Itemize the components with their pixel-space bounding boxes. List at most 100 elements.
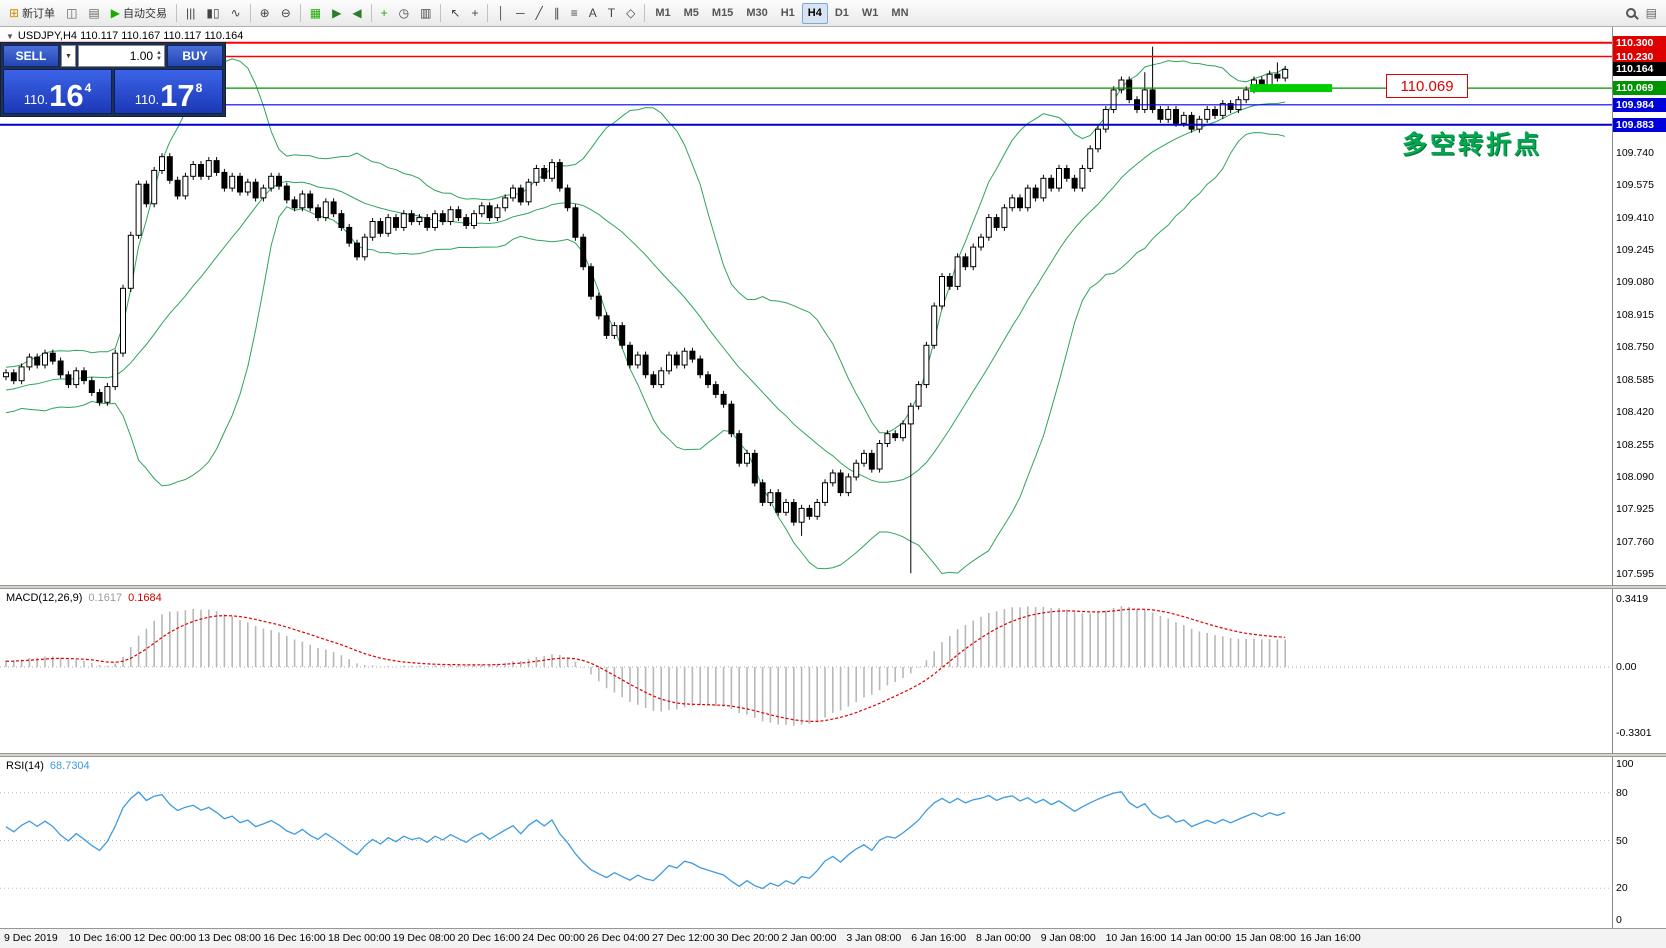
spinner-down-icon[interactable]: ▼ [156,56,162,62]
lot-dropdown-button[interactable]: ▼ [61,45,76,67]
auto-scroll-icon[interactable]: ▶ [327,3,346,24]
shapes-icon[interactable]: ◇ [621,3,640,24]
time-axis-label: 3 Jan 08:00 [846,932,902,944]
spinner-up-icon[interactable]: ▲ [156,50,162,56]
sell-button[interactable]: SELL [3,45,59,67]
autotrading-button[interactable]: ▶ 自动交易 [106,3,172,24]
time-axis-label: 26 Dec 04:00 [587,932,650,944]
price-axis-label: 108.915 [1616,308,1654,321]
channel-icon: ∥ [553,6,560,20]
panel-splitter[interactable] [0,585,1666,589]
profiles-icon[interactable]: ▤ [83,3,104,24]
macd-panel: 0.3419 0.00 -0.3301 MACD(12,26,9) 0.1617 0.1… [0,589,1666,753]
fibonacci-icon: ≡ [570,6,578,20]
rsi-axis-label: 100 [1616,758,1634,770]
price-axis-label: 109.575 [1616,179,1654,192]
indicators-icon[interactable]: + [376,3,393,24]
periods-icon[interactable]: ◷ [394,3,414,24]
time-axis-label: 16 Jan 16:00 [1300,932,1361,944]
timeframe-m15-button[interactable]: M15 [706,3,739,24]
chart-windows-icon[interactable]: ◫ [61,3,82,24]
price-callout-label[interactable]: 110.069 [1386,74,1468,98]
vertical-line-icon: │ [497,6,505,20]
buy-price-button[interactable]: 110. 17 8 [114,69,223,114]
channel-icon[interactable]: ∥ [549,3,565,24]
new-order-button[interactable]: ⊞ 新订单 [4,3,60,24]
main-chart-canvas[interactable] [0,27,1612,585]
zoom-in-icon[interactable]: ⊕ [255,3,275,24]
chart-shift-icon[interactable]: ◀ [347,3,366,24]
price-axis-label: 108.090 [1616,470,1654,483]
macd-canvas[interactable] [0,589,1612,753]
fibonacci-icon[interactable]: ≡ [566,3,583,24]
tile-windows-icon: ▦ [309,6,322,20]
toolbar-right-group: ▤ [1621,3,1662,24]
lot-spinner[interactable]: ▲ ▼ [156,50,162,62]
line-chart-icon[interactable]: ∿ [226,3,246,24]
shapes-icon: ◇ [626,6,636,20]
data-window-icon[interactable]: ▤ [1641,3,1662,24]
panel-splitter[interactable] [0,753,1666,757]
zoom-out-icon: ⊖ [280,6,291,20]
price-axis-label: 108.420 [1616,406,1654,419]
timeframe-h4-button[interactable]: H4 [801,2,828,24]
text-icon[interactable]: A [584,3,602,24]
turning-point-annotation[interactable]: 多空转折点 [1402,131,1543,159]
macd-label: MACD(12,26,9) [6,592,83,604]
time-axis-label: 8 Jan 00:00 [976,932,1031,944]
sell-price-button[interactable]: 110. 16 4 [3,69,112,114]
timeframe-h1-button[interactable]: H1 [775,3,801,24]
price-axis-label: 109.245 [1616,244,1654,256]
rsi-label: RSI(14) [6,760,44,772]
search-icon[interactable] [1621,3,1641,24]
buy-button[interactable]: BUY [167,45,223,67]
candlestick-chart-icon[interactable]: ▮▯ [201,3,224,24]
time-axis[interactable]: 9 Dec 2019 10 Dec 16:00 12 Dec 00:00 13 Dec… [0,928,1666,948]
rsi-header: RSI(14) 68.7304 [6,760,90,772]
timeframe-w1-button[interactable]: W1 [856,3,885,24]
timeframe-d1-button[interactable]: D1 [829,3,855,24]
main-price-axis[interactable]: 109.740 109.575 109.410 109.245 109.080 108.9… [1612,27,1666,585]
trendline-icon: ╱ [535,6,543,20]
timeframe-m1-button[interactable]: M1 [649,3,676,24]
buy-price-prefix: 110. [134,92,160,107]
rsi-axis[interactable]: 100 80 50 20 0 [1612,757,1666,928]
bar-chart-icon[interactable]: ||| [181,3,200,24]
rsi-panel: 100 80 50 20 0 RSI(14) 68.7304 [0,757,1666,928]
text-icon: A [588,6,597,20]
price-level-label: 110.300 [1613,35,1666,50]
timeframe-mn-button[interactable]: MN [885,3,914,24]
one-click-collapse-arrow[interactable]: ▼ [6,32,14,41]
price-axis-label: 108.255 [1616,438,1654,451]
lot-size-value: 1.00 [129,49,154,63]
price-axis-label: 108.585 [1616,373,1654,386]
ohlc-text: USDJPY,H4 110.117 110.167 110.117 110.16… [17,30,244,42]
macd-axis-label: 0.00 [1616,661,1637,673]
lot-size-field[interactable]: 1.00 ▲ ▼ [78,45,165,67]
cursor-icon[interactable]: ↖ [445,3,465,24]
templates-icon: ▥ [420,6,432,20]
time-axis-label: 24 Dec 00:00 [522,932,585,944]
time-axis-label: 14 Jan 00:00 [1170,932,1232,944]
new-order-icon: ⊞ [9,6,20,20]
rsi-canvas[interactable] [0,757,1612,928]
horizontal-line-icon[interactable]: ─ [511,3,530,24]
vertical-line-icon[interactable]: │ [492,3,510,24]
toolbar: ⊞ 新订单 ◫ ▤ ▶ 自动交易 ||| ▮▯ ∿ ⊕ ⊖ ▦ ▶ ◀ + ◷ ▥ ↖ + │ ─ ╱ ∥ ≡ A T ◇ M1 M5 M… [0,0,1666,27]
crosshair-icon[interactable]: + [466,3,483,24]
time-axis-label: 16 Dec 16:00 [263,932,326,944]
timeframe-m5-button[interactable]: M5 [678,3,705,24]
cursor-icon: ↖ [450,6,461,20]
trendline-icon[interactable]: ╱ [531,3,548,24]
templates-icon[interactable]: ▥ [415,3,436,24]
timeframe-m30-button[interactable]: M30 [740,3,773,24]
time-axis-label: 19 Dec 08:00 [392,932,456,944]
profiles-icon: ▤ [88,6,100,20]
zoom-out-icon[interactable]: ⊖ [276,3,296,24]
label-icon[interactable]: T [603,3,620,24]
tile-windows-icon[interactable]: ▦ [305,3,326,24]
bar-chart-icon: ||| [185,6,196,20]
price-axis-label: 107.595 [1616,568,1654,581]
macd-axis[interactable]: 0.3419 0.00 -0.3301 [1612,589,1666,753]
toolbar-separator [299,4,301,22]
